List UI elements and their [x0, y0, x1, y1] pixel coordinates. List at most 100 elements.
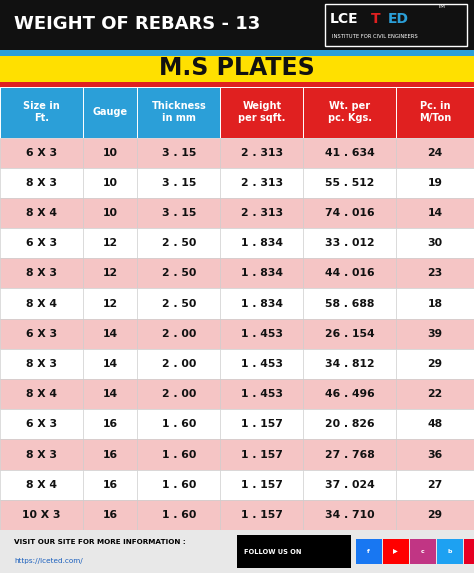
Text: 2 . 50: 2 . 50 — [162, 268, 196, 278]
Bar — [220, 258, 303, 288]
Bar — [137, 288, 220, 319]
Text: 1 . 453: 1 . 453 — [241, 329, 283, 339]
Text: 30: 30 — [428, 238, 442, 248]
Text: 8 X 3: 8 X 3 — [26, 268, 57, 278]
Text: 2 . 00: 2 . 00 — [162, 329, 196, 339]
Text: 20 . 826: 20 . 826 — [325, 419, 374, 429]
Text: Wt. per
pc. Kgs.: Wt. per pc. Kgs. — [328, 101, 372, 123]
Text: VISIT OUR SITE FOR MORE INFORMATION :: VISIT OUR SITE FOR MORE INFORMATION : — [14, 539, 186, 545]
Text: 27 . 768: 27 . 768 — [325, 450, 374, 460]
Text: 3 . 15: 3 . 15 — [162, 148, 196, 158]
Bar — [220, 409, 303, 439]
Bar — [0, 288, 83, 319]
Bar — [83, 228, 137, 258]
Bar — [0, 87, 83, 138]
Text: ▶: ▶ — [393, 549, 398, 554]
Text: 1 . 157: 1 . 157 — [241, 510, 283, 520]
Bar — [356, 539, 382, 564]
Bar — [137, 439, 220, 470]
Text: 1 . 157: 1 . 157 — [241, 480, 283, 490]
Text: INSTITUTE FOR CIVIL ENGINEERS: INSTITUTE FOR CIVIL ENGINEERS — [332, 34, 418, 39]
Text: 8 X 4: 8 X 4 — [26, 480, 57, 490]
Text: 18: 18 — [428, 299, 442, 309]
Bar — [0, 349, 83, 379]
Bar — [0, 439, 83, 470]
Bar — [396, 258, 474, 288]
Text: f: f — [367, 549, 370, 554]
Text: 1 . 60: 1 . 60 — [162, 450, 196, 460]
Text: 14: 14 — [103, 359, 118, 369]
Text: 23: 23 — [427, 268, 443, 278]
Text: 1 . 60: 1 . 60 — [162, 480, 196, 490]
Bar — [0, 198, 83, 228]
Bar — [396, 379, 474, 409]
Bar — [83, 319, 137, 349]
Bar — [83, 168, 137, 198]
Bar — [83, 138, 137, 168]
Bar — [303, 349, 396, 379]
Bar — [396, 500, 474, 530]
Text: LCE: LCE — [329, 12, 358, 26]
Bar — [0, 409, 83, 439]
Bar — [303, 228, 396, 258]
Bar — [137, 138, 220, 168]
Bar — [137, 228, 220, 258]
Text: 10: 10 — [103, 208, 118, 218]
Text: WEIGHT OF REBARS - 13: WEIGHT OF REBARS - 13 — [14, 15, 261, 33]
Bar — [383, 539, 409, 564]
Text: 37 . 024: 37 . 024 — [325, 480, 374, 490]
Text: 2 . 50: 2 . 50 — [162, 299, 196, 309]
Text: 8 X 3: 8 X 3 — [26, 359, 57, 369]
Text: 2 . 313: 2 . 313 — [241, 148, 283, 158]
Bar — [137, 470, 220, 500]
Text: 33 . 012: 33 . 012 — [325, 238, 374, 248]
Bar — [83, 87, 137, 138]
Text: 16: 16 — [103, 450, 118, 460]
Text: 1 . 834: 1 . 834 — [241, 268, 283, 278]
Bar — [83, 439, 137, 470]
Text: 27: 27 — [427, 480, 443, 490]
Text: ED: ED — [387, 12, 408, 26]
Text: 12: 12 — [103, 238, 118, 248]
Bar — [137, 500, 220, 530]
Bar — [220, 138, 303, 168]
Text: ▶: ▶ — [393, 549, 398, 554]
Text: 12: 12 — [103, 299, 118, 309]
Bar — [137, 379, 220, 409]
Bar — [396, 439, 474, 470]
Text: 16: 16 — [103, 419, 118, 429]
Text: 55 . 512: 55 . 512 — [325, 178, 374, 188]
Bar — [237, 535, 351, 568]
Text: 10: 10 — [103, 178, 118, 188]
Bar — [0, 500, 83, 530]
Bar — [464, 539, 474, 564]
Text: 8 X 3: 8 X 3 — [26, 450, 57, 460]
Bar — [83, 349, 137, 379]
Text: Thickness
in mm: Thickness in mm — [152, 101, 206, 123]
Bar — [437, 539, 463, 564]
Text: 8 X 4: 8 X 4 — [26, 389, 57, 399]
Bar — [303, 470, 396, 500]
Bar — [396, 228, 474, 258]
Bar — [83, 288, 137, 319]
Bar — [303, 198, 396, 228]
Bar — [83, 198, 137, 228]
Bar — [220, 168, 303, 198]
Bar — [220, 198, 303, 228]
Text: 34 . 710: 34 . 710 — [325, 510, 374, 520]
Bar — [396, 138, 474, 168]
Text: 2 . 50: 2 . 50 — [162, 238, 196, 248]
Bar — [303, 87, 396, 138]
Text: 8 X 3: 8 X 3 — [26, 178, 57, 188]
Bar — [137, 349, 220, 379]
Bar — [83, 258, 137, 288]
Bar — [0, 82, 474, 87]
Text: 1 . 453: 1 . 453 — [241, 389, 283, 399]
Text: TM: TM — [437, 3, 445, 9]
Text: 2 . 313: 2 . 313 — [241, 208, 283, 218]
Text: 74 . 016: 74 . 016 — [325, 208, 374, 218]
Bar — [137, 198, 220, 228]
Text: 8 X 4: 8 X 4 — [26, 208, 57, 218]
Bar — [83, 500, 137, 530]
Text: 46 . 496: 46 . 496 — [325, 389, 374, 399]
